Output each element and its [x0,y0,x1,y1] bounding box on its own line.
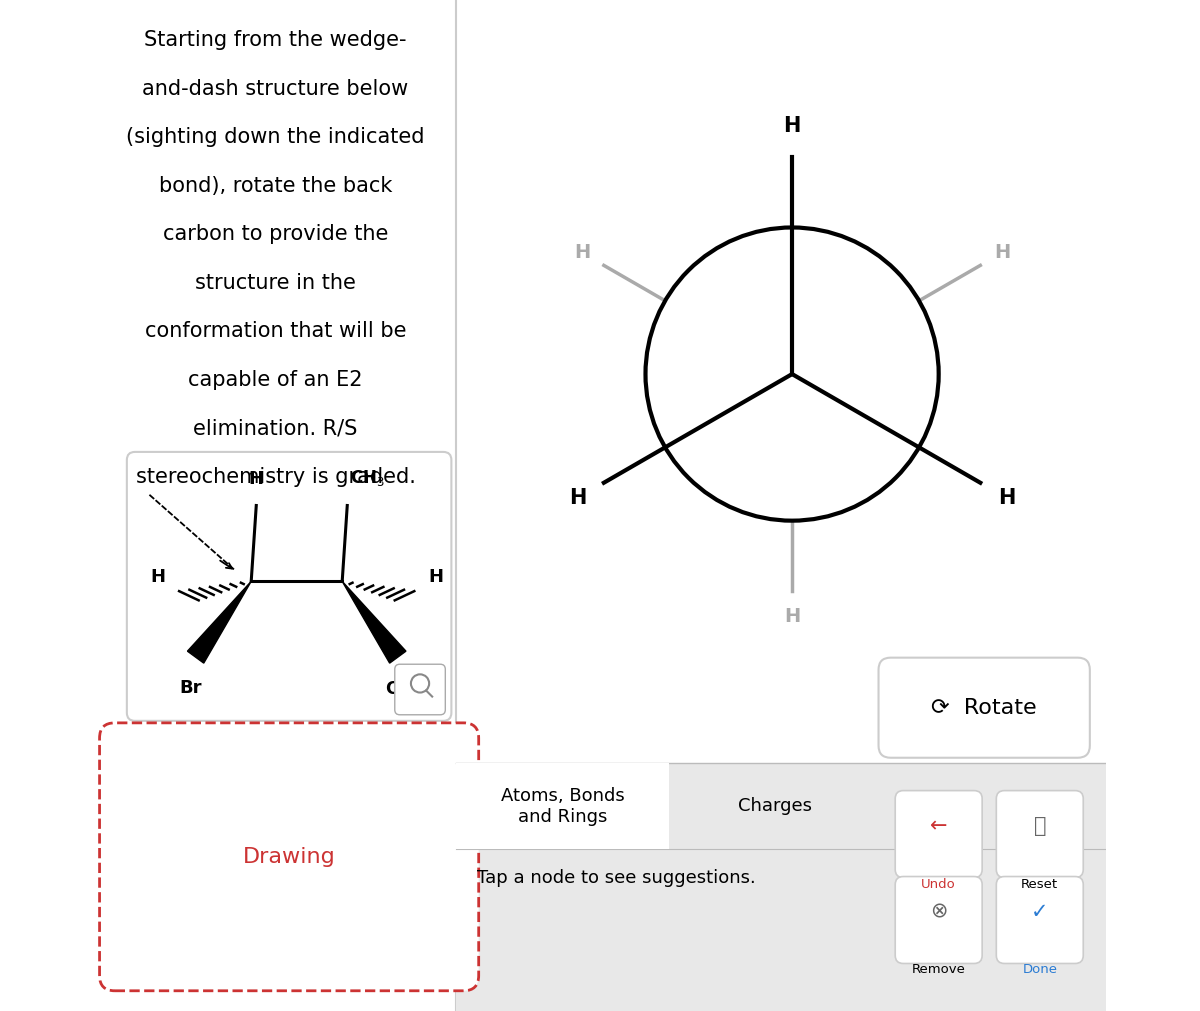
FancyBboxPatch shape [100,723,479,991]
Text: ←: ← [930,816,948,836]
Text: Tap a node to see suggestions.: Tap a node to see suggestions. [476,869,756,888]
FancyBboxPatch shape [895,877,982,963]
Text: and-dash structure below: and-dash structure below [143,79,408,99]
Text: Starting from the wedge-: Starting from the wedge- [144,30,407,51]
Bar [456,763,1105,1011]
Text: (sighting down the indicated: (sighting down the indicated [126,127,425,148]
Text: Done: Done [1022,963,1057,977]
Text: ⟳  Rotate: ⟳ Rotate [931,698,1037,718]
Text: H: H [784,608,800,626]
Polygon shape [342,581,406,663]
Text: Br: Br [179,679,202,698]
Polygon shape [187,581,251,663]
Bar [456,763,668,849]
Text: H: H [994,244,1010,262]
Text: CH$_3$: CH$_3$ [350,468,385,488]
Text: CH$_3$: CH$_3$ [385,679,420,700]
FancyBboxPatch shape [996,791,1084,878]
Text: H: H [574,244,590,262]
FancyBboxPatch shape [395,664,445,715]
FancyBboxPatch shape [127,452,451,721]
Text: ✓: ✓ [1031,902,1049,922]
Text: H: H [428,568,443,586]
FancyBboxPatch shape [895,791,982,878]
Text: carbon to provide the: carbon to provide the [163,224,388,245]
FancyBboxPatch shape [878,657,1090,758]
Circle shape [646,227,938,521]
Text: bond), rotate the back: bond), rotate the back [158,176,392,196]
Text: Remove: Remove [912,963,966,977]
Text: capable of an E2: capable of an E2 [188,370,362,390]
Text: H: H [150,568,166,586]
Text: Drawing: Drawing [242,847,336,866]
FancyBboxPatch shape [996,877,1084,963]
Text: structure in the: structure in the [196,273,356,293]
Text: H: H [569,488,587,508]
Text: Charges: Charges [738,798,812,815]
Text: ⊗: ⊗ [930,902,948,922]
Text: Undo: Undo [922,878,956,891]
Text: elimination. R/S: elimination. R/S [193,419,358,439]
Text: conformation that will be: conformation that will be [145,321,407,342]
Text: Atoms, Bonds
and Rings: Atoms, Bonds and Rings [500,787,624,826]
Text: 🗑: 🗑 [1033,816,1046,836]
Text: H: H [248,470,264,488]
Text: H: H [784,116,800,136]
Text: H: H [998,488,1015,508]
Text: stereochemistry is graded.: stereochemistry is graded. [136,467,415,487]
Text: Reset: Reset [1021,878,1058,891]
